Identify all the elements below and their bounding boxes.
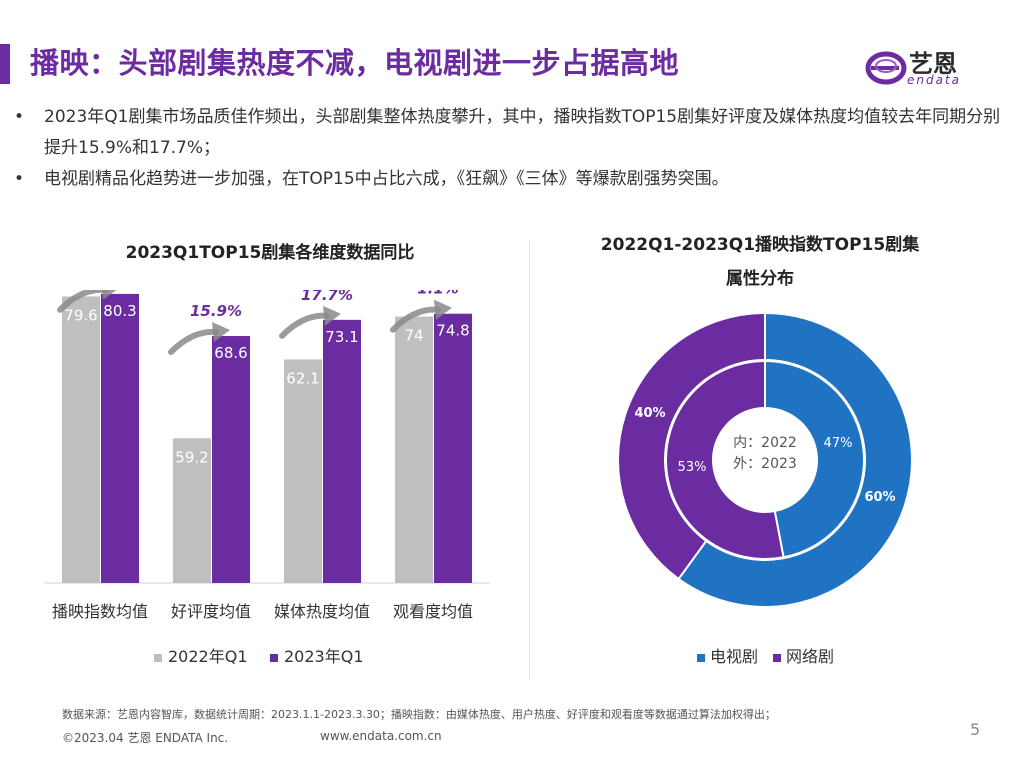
- legend-swatch-2023q1: [270, 654, 278, 662]
- title-accent-bar: [0, 44, 10, 84]
- bullet-text: 2023年Q1剧集市场品质佳作频出，头部剧集整体热度攀升，其中，播映指数TOP1…: [44, 107, 1001, 158]
- category-label: 播映指数均值: [52, 602, 148, 621]
- growth-label: 15.9%: [190, 302, 242, 320]
- bar-chart-title: 2023Q1TOP15剧集各维度数据同比: [125, 243, 415, 263]
- slice-value-label: 60%: [864, 490, 895, 505]
- bar-value-label: 62.1: [286, 369, 319, 387]
- legend-label-web: 网络剧: [786, 647, 834, 666]
- legend-swatch-tv: [697, 654, 705, 662]
- logo: 艺恩 endata: [865, 42, 990, 90]
- category-label: 媒体热度均值: [274, 602, 370, 621]
- bar-2022q1: [395, 316, 433, 583]
- donut-chart-title-line-1: 2022Q1-2023Q1播映指数TOP15剧集: [600, 235, 920, 255]
- growth-arrow-head: [102, 290, 117, 300]
- category-label: 好评度均值: [171, 602, 251, 621]
- growth-arrow: [168, 328, 219, 356]
- bar-2023q1: [434, 313, 472, 583]
- bullet-list: • 2023年Q1剧集市场品质佳作频出，头部剧集整体热度攀升，其中，播映指数TO…: [14, 102, 1004, 195]
- slice-value-label: 47%: [824, 436, 853, 451]
- bar-2022q1: [284, 359, 322, 583]
- donut-chart-title-line-2: 属性分布: [726, 269, 794, 289]
- bar-value-label: 74: [404, 327, 423, 345]
- bar-value-label: 79.6: [64, 306, 97, 324]
- slice-value-label: 40%: [634, 406, 665, 421]
- logo-subtext: endata: [907, 73, 962, 87]
- growth-arrow-head: [434, 299, 452, 320]
- bar-value-label: 74.8: [436, 322, 469, 340]
- donut-center-label: 内：2022: [733, 435, 797, 451]
- bar-value-label: 80.3: [103, 302, 136, 320]
- footer-copyright: ©2023.04 艺恩 ENDATA Inc.: [62, 731, 229, 745]
- slice-value-label: 53%: [678, 460, 707, 475]
- page-title: 播映：头部剧集热度不减，电视剧进一步占据高地: [30, 46, 680, 80]
- bar-value-label: 73.1: [325, 328, 358, 346]
- bar-value-label: 68.6: [214, 344, 247, 362]
- growth-arrow: [390, 306, 441, 333]
- growth-arrow-head: [212, 322, 230, 343]
- donut-slice-inner-web: [665, 359, 785, 560]
- donut-slice-inner-tv: [764, 359, 865, 559]
- category-label: 观看度均值: [393, 602, 473, 621]
- logo-icon: [865, 51, 907, 85]
- bar-2023q1: [101, 293, 139, 583]
- growth-arrow: [57, 290, 108, 313]
- divider: [529, 240, 530, 680]
- donut-chart: 60% 40% 47% 53% 内：2022 外：2023 电视剧 网络剧: [617, 311, 913, 666]
- legend-label-2023q1: 2023年Q1: [284, 647, 364, 666]
- bar-chart: 79.680.3播映指数均值0.8%59.268.6好评度均值15.9%62.1…: [44, 290, 490, 666]
- growth-label: 1.1%: [417, 290, 459, 298]
- logo-text: 艺恩: [909, 50, 957, 78]
- bullet-item: • 2023年Q1剧集市场品质佳作频出，头部剧集整体热度攀升，其中，播映指数TO…: [14, 102, 1004, 164]
- bar-2023q1: [323, 319, 361, 583]
- growth-arrow-head: [323, 305, 341, 326]
- bar-value-label: 59.2: [175, 448, 208, 466]
- bar-2022q1: [173, 438, 211, 583]
- growth-arrow: [279, 312, 330, 339]
- bullet-text: 电视剧精品化趋势进一步加强，在TOP15中占比六成，《狂飙》《三体》等爆款剧强势…: [44, 169, 729, 189]
- footer-website: www.endata.com.cn: [320, 729, 442, 743]
- legend-swatch-2022q1: [154, 654, 162, 662]
- donut-center-label: 外：2023: [733, 456, 797, 472]
- legend-label-tv: 电视剧: [710, 647, 758, 666]
- growth-label: 17.7%: [301, 290, 353, 304]
- bullet-mark: •: [14, 107, 25, 127]
- legend-swatch-web: [773, 654, 781, 662]
- bar-2023q1: [212, 336, 250, 583]
- bullet-item: • 电视剧精品化趋势进一步加强，在TOP15中占比六成，《狂飙》《三体》等爆款剧…: [14, 164, 1004, 195]
- page-number: 5: [970, 720, 981, 739]
- bar-2022q1: [62, 296, 100, 583]
- bullet-mark: •: [14, 169, 25, 189]
- legend-label-2022q1: 2022年Q1: [168, 647, 248, 666]
- footer-source: 数据来源：艺恩内容智库，数据统计周期：2023.1.1-2023.3.30；播映…: [62, 708, 776, 721]
